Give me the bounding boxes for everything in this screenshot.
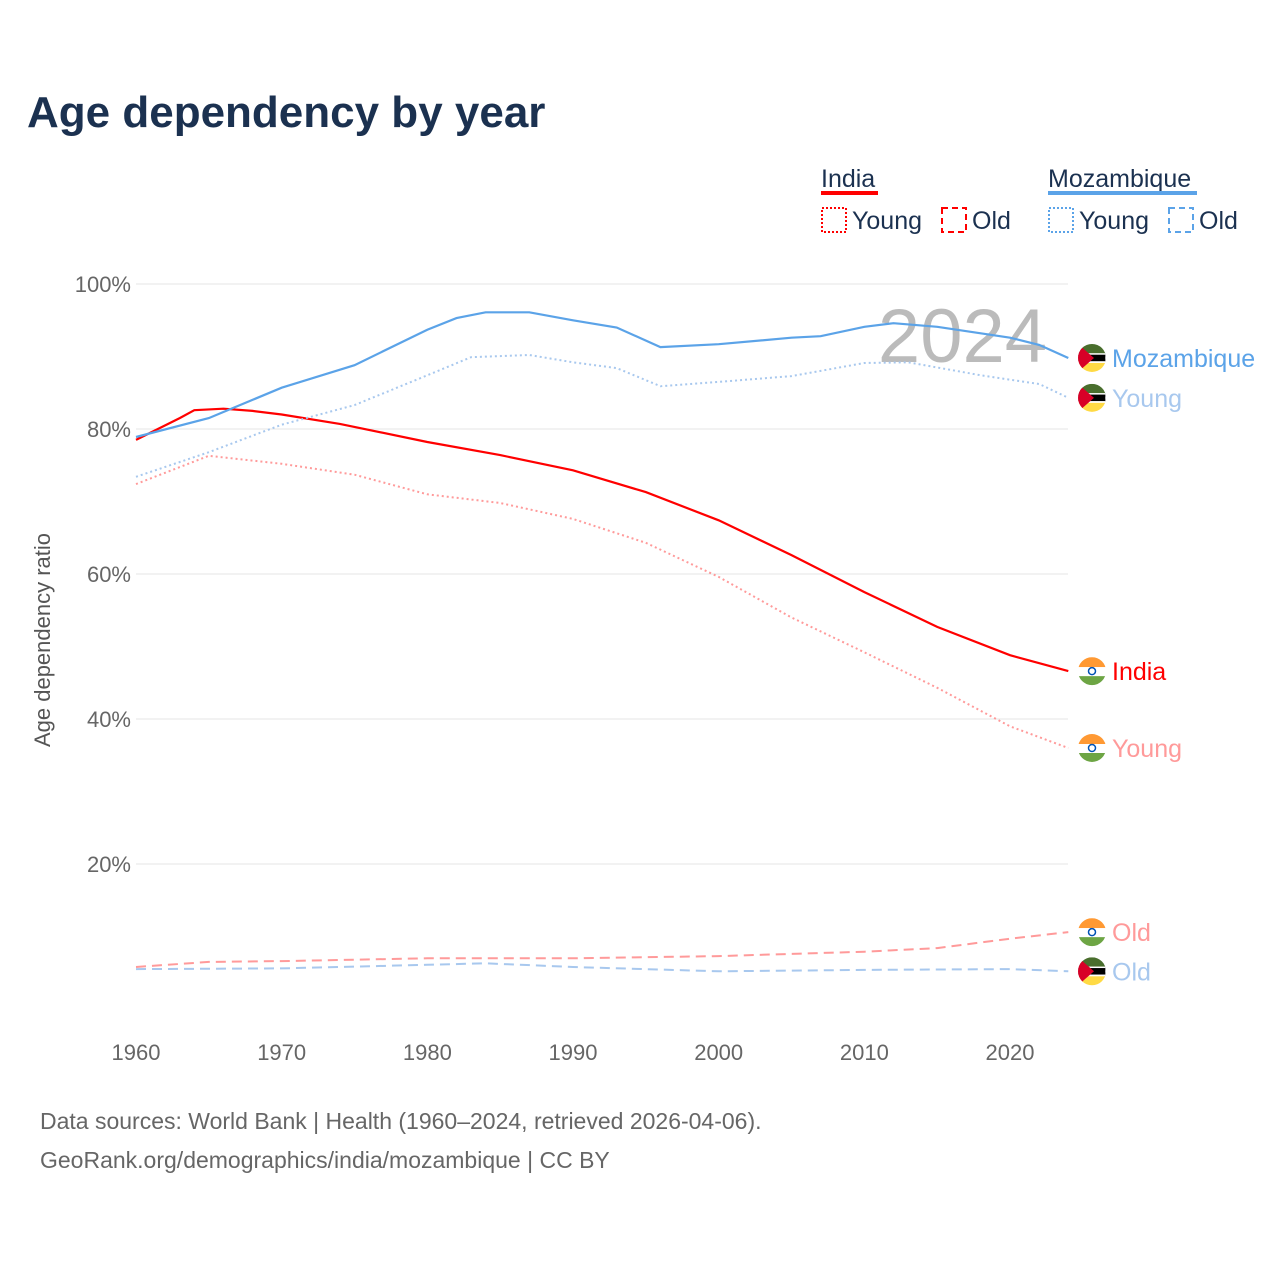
y-tick-label: 100% [75,272,131,297]
mozambique-flag-icon [1078,957,1106,986]
series-line-mozambique [135,311,1069,439]
legend: India Young Old Mozambique Young Old [821,165,1238,235]
x-tick-label: 1990 [549,1040,598,1065]
y-tick-label: 60% [87,562,131,587]
series-end-label: Young [1112,385,1182,413]
series-end-label: Young [1112,735,1182,763]
legend-india-swatch [821,191,878,195]
x-tick-label: 2000 [694,1040,743,1065]
series-line-india [135,407,1069,673]
india-flag-icon [1078,918,1106,947]
year-watermark: 2024 [878,294,1047,379]
y-tick-label: 20% [87,852,131,877]
legend-india-young-swatch [821,207,847,233]
source-line-1: Data sources: World Bank | Health (1960–… [40,1108,762,1134]
legend-india-young: Young [852,207,922,235]
legend-moz-young-swatch [1048,207,1074,233]
mozambique-flag-icon [1078,343,1106,372]
series-line-mozambique-young [135,353,1069,478]
y-tick-label: 80% [87,417,131,442]
series-line-india-old [135,931,1069,968]
mozambique-flag-icon [1078,383,1106,412]
x-tick-label: 1980 [403,1040,452,1065]
y-axis-label: Age dependency ratio [30,533,55,747]
x-tick-label: 2010 [840,1040,889,1065]
series-line-mozambique-old [135,962,1069,973]
series-end-label: Mozambique [1112,345,1255,373]
legend-mozambique-swatch [1048,191,1197,195]
legend-india-old: Old [972,207,1011,235]
x-tick-label: 2020 [986,1040,1035,1065]
series-end-label: Old [1112,958,1151,986]
india-flag-icon [1078,657,1106,686]
india-flag-icon [1078,734,1106,762]
series-line-india-young [135,454,1069,749]
legend-moz-old-swatch [1168,207,1194,233]
legend-india-old-swatch [941,207,967,233]
source-line-2[interactable]: GeoRank.org/demographics/india/mozambiqu… [40,1147,610,1173]
legend-moz-young: Young [1079,207,1149,235]
y-tick-label: 40% [87,707,131,732]
series-end-label: Old [1112,919,1151,947]
legend-moz-old: Old [1199,207,1238,235]
legend-india: India [821,165,875,193]
series-end-label: India [1112,658,1166,686]
x-tick-label: 1970 [257,1040,306,1065]
x-tick-label: 1960 [112,1040,161,1065]
chart-title: Age dependency by year [27,88,546,137]
line-chart: India Young Old Mozambique Young Old 202… [30,165,1255,1065]
legend-mozambique: Mozambique [1048,165,1191,193]
